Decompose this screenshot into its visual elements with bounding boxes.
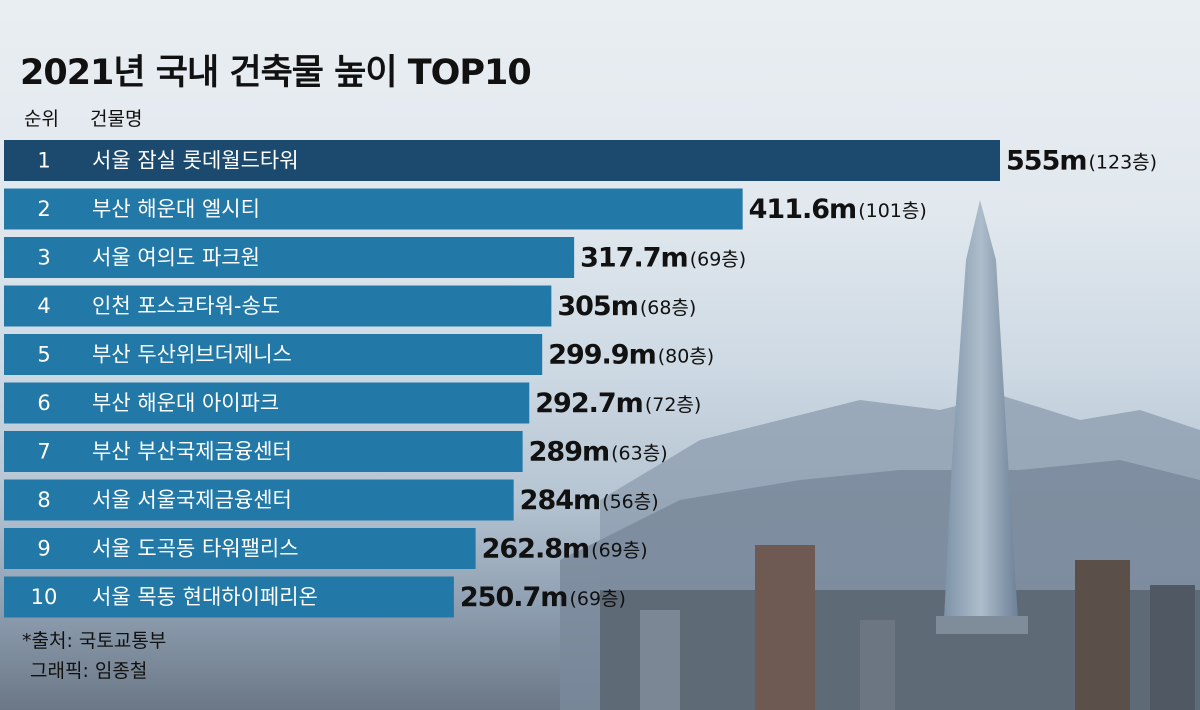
bar	[4, 576, 454, 618]
building-name-label: 부산 해운대 엘시티	[92, 197, 260, 221]
building-name-label: 서울 서울국제금융센터	[92, 488, 292, 512]
bar-group: 8 서울 서울국제금융센터 284m (56층)	[4, 479, 659, 521]
name-column-header: 건물명	[90, 108, 143, 130]
height-value-label: 305m	[557, 291, 638, 322]
bar-group: 7 부산 부산국제금융센터 289m (63층)	[4, 431, 668, 472]
height-value-label: 292.7m	[535, 388, 643, 419]
bar	[4, 479, 514, 521]
bar	[4, 528, 476, 569]
rank-label: 2	[37, 197, 50, 221]
floors-label: (63층)	[611, 443, 667, 465]
building-name-label: 서울 도곡동 타워팰리스	[92, 537, 299, 561]
bar-group: 10 서울 목동 현대하이페리온 250.7m (69층)	[4, 576, 626, 618]
height-value-label: 289m	[529, 437, 610, 468]
bar	[4, 140, 1000, 181]
bar	[4, 285, 552, 327]
floors-label: (69층)	[690, 249, 746, 271]
rank-label: 8	[37, 488, 50, 512]
height-value-label: 284m	[520, 485, 601, 516]
rank-label: 9	[37, 537, 50, 561]
bar	[4, 237, 575, 278]
rank-label: 3	[37, 246, 50, 270]
height-value-label: 555m	[1006, 146, 1087, 177]
bar-group: 1 서울 잠실 롯데월드타워 555m (123층)	[4, 140, 1157, 181]
bar-group: 6 부산 해운대 아이파크 292.7m (72층)	[4, 382, 701, 424]
rank-label: 7	[37, 440, 50, 464]
height-value-label: 411.6m	[749, 194, 857, 225]
bar-group: 5 부산 두산위브더제니스 299.9m (80층)	[4, 334, 714, 375]
bar-group: 2 부산 해운대 엘시티 411.6m (101층)	[4, 188, 927, 230]
height-value-label: 317.7m	[580, 243, 688, 274]
source-note: *출처: 국토교통부 그래픽: 임종철	[22, 626, 166, 686]
building-name-label: 부산 해운대 아이파크	[92, 391, 279, 415]
rank-label: 5	[37, 343, 50, 367]
floors-label: (72층)	[645, 394, 701, 416]
height-value-label: 250.7m	[460, 582, 568, 613]
floors-label: (56층)	[602, 491, 658, 513]
floors-label: (68층)	[640, 297, 696, 319]
graphic-credit: 그래픽: 임종철	[30, 660, 148, 682]
rank-label: 10	[31, 585, 58, 609]
floors-label: (101층)	[858, 200, 927, 222]
building-name-label: 서울 잠실 롯데월드타워	[92, 149, 299, 173]
rank-label: 4	[37, 294, 50, 318]
bar	[4, 431, 523, 472]
building-name-label: 부산 부산국제금융센터	[92, 440, 292, 464]
building-name-label: 부산 두산위브더제니스	[92, 343, 292, 367]
bar-group: 4 인천 포스코타워-송도 305m (68층)	[4, 285, 696, 327]
chart-title: 2021년 국내 건축물 높이 TOP10	[20, 53, 532, 93]
building-name-label: 인천 포스코타워-송도	[92, 294, 280, 318]
floors-label: (69층)	[591, 540, 647, 562]
bar-group: 3 서울 여의도 파크원 317.7m (69층)	[4, 237, 746, 278]
rank-label: 6	[37, 391, 50, 415]
rank-label: 1	[37, 149, 50, 173]
height-value-label: 262.8m	[482, 534, 590, 565]
lotte-world-tower	[936, 200, 1028, 634]
floors-label: (69층)	[569, 588, 625, 610]
bar	[4, 382, 530, 424]
source-line: *출처: 국토교통부	[22, 630, 167, 652]
building-name-label: 서울 목동 현대하이페리온	[92, 585, 318, 609]
rank-column-header: 순위	[24, 108, 59, 130]
building-name-label: 서울 여의도 파크원	[92, 246, 260, 270]
floors-label: (80층)	[658, 346, 714, 368]
floors-label: (123층)	[1089, 152, 1158, 174]
height-value-label: 299.9m	[548, 340, 656, 371]
bar-group: 9 서울 도곡동 타워팰리스 262.8m (69층)	[4, 528, 648, 569]
bar	[4, 188, 743, 230]
bar	[4, 334, 543, 375]
